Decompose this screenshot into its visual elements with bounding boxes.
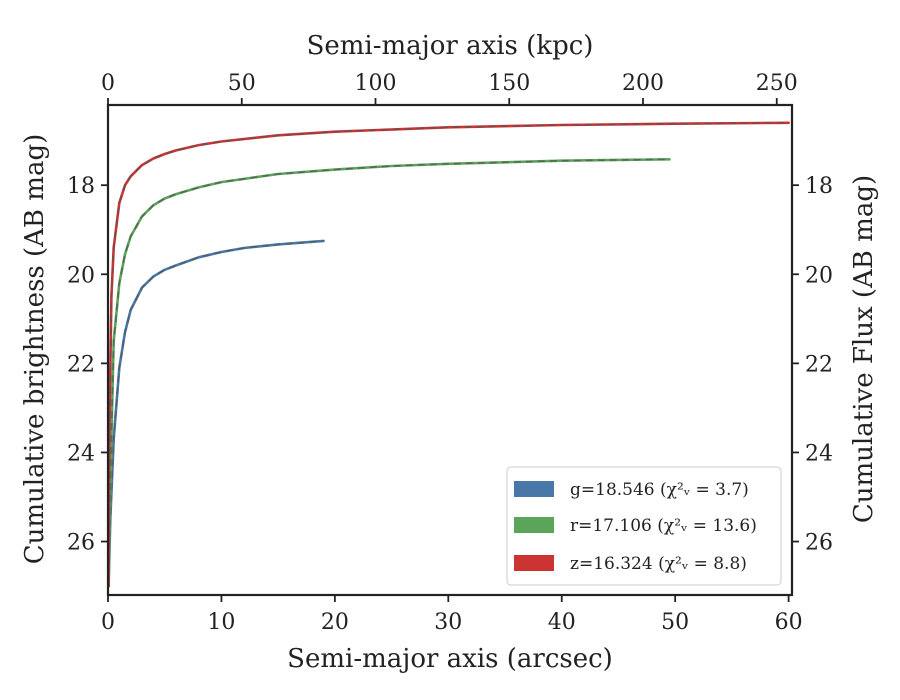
legend-swatch-r xyxy=(514,517,554,533)
x-tick-label: 0 xyxy=(101,610,115,635)
legend-label-r: r=17.106 (χ²ᵥ = 13.6) xyxy=(570,516,757,536)
y-tick-label: 24 xyxy=(67,441,95,466)
y-axis-title: Cumulative brightness (AB mag) xyxy=(20,134,50,565)
y-tick-label: 20 xyxy=(67,263,95,288)
x-tick-label: 30 xyxy=(434,610,462,635)
y-tick-label: 22 xyxy=(67,352,95,377)
y-tick-label: 18 xyxy=(67,174,95,199)
axis-ticks: 0 10 20 30 40 50 60 0 50 100 150 200 250 18 18 20 20 22 22… xyxy=(67,71,833,635)
x-tick-label: 20 xyxy=(321,610,349,635)
y2-tick-label: 22 xyxy=(805,352,833,377)
x-axis-title: Semi-major axis (arcsec) xyxy=(287,644,613,674)
model-line-z xyxy=(107,122,789,587)
x-tick-label: 60 xyxy=(775,610,803,635)
plot-marks xyxy=(107,121,790,588)
x2-axis-title: Semi-major axis (kpc) xyxy=(307,31,594,61)
y2-tick-label: 26 xyxy=(805,531,833,556)
y2-axis-title: Cumulative Flux (AB mag) xyxy=(849,175,879,523)
x2-tick-label: 100 xyxy=(355,71,397,96)
legend-label-z: z=16.324 (χ²ᵥ = 8.8) xyxy=(570,554,747,574)
x-tick-label: 50 xyxy=(661,610,689,635)
x2-tick-label: 250 xyxy=(756,71,798,96)
model-line-g xyxy=(107,240,324,587)
legend: g=18.546 (χ²ᵥ = 3.7) r=17.106 (χ²ᵥ = 13.… xyxy=(506,466,782,586)
y2-tick-label: 20 xyxy=(805,263,833,288)
y2-tick-label: 24 xyxy=(805,441,833,466)
model-line-r xyxy=(107,158,670,587)
y2-tick-label: 18 xyxy=(805,174,833,199)
legend-label-g: g=18.546 (χ²ᵥ = 3.7) xyxy=(570,480,749,500)
series-line-g xyxy=(107,239,325,588)
plot-frame xyxy=(106,103,794,597)
y-tick-label: 26 xyxy=(67,531,95,556)
x-tick-label: 40 xyxy=(548,610,576,635)
x2-tick-label: 50 xyxy=(228,71,256,96)
legend-frame xyxy=(506,466,782,586)
legend-swatch-g xyxy=(514,481,554,497)
x2-tick-label: 150 xyxy=(488,71,530,96)
x2-tick-label: 200 xyxy=(622,71,664,96)
x2-tick-label: 0 xyxy=(101,71,115,96)
x-tick-label: 10 xyxy=(207,610,235,635)
legend-swatch-z xyxy=(514,555,554,571)
